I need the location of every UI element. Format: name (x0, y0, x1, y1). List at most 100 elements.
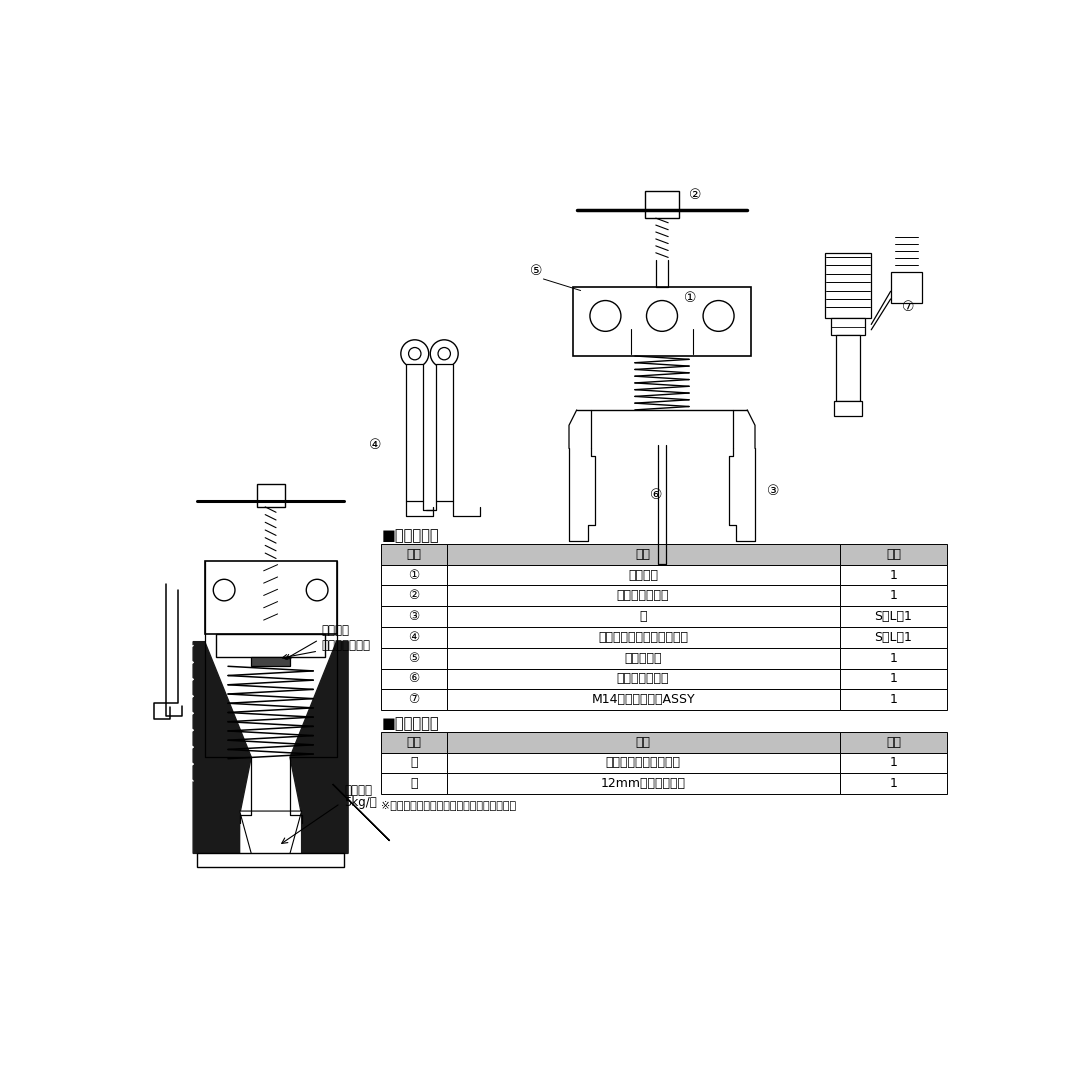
Text: 爪（ダブルスプリング用）: 爪（ダブルスプリング用） (598, 631, 688, 644)
Bar (840, 585, 947, 606)
Bar (216, 634, 325, 657)
Text: ⑤: ⑤ (530, 265, 543, 279)
Bar (381, 606, 446, 627)
Text: ステームシール: ステームシール (282, 639, 370, 659)
Text: ショートエアーノズル: ショートエアーノズル (606, 756, 680, 769)
Polygon shape (240, 811, 301, 863)
Bar (381, 753, 446, 773)
Bar (381, 773, 446, 794)
Bar (381, 732, 446, 753)
Bar (446, 669, 840, 689)
Bar (446, 627, 840, 648)
Bar (406, 364, 423, 501)
Bar (446, 648, 840, 669)
Text: ⑦: ⑦ (408, 693, 420, 706)
Circle shape (590, 300, 621, 332)
Bar (446, 732, 840, 753)
Polygon shape (333, 784, 390, 840)
Bar (446, 585, 840, 606)
Bar (446, 606, 840, 627)
Text: センターボルト: センターボルト (617, 590, 670, 603)
Bar (834, 401, 862, 416)
Bar (381, 627, 446, 648)
Text: ③: ③ (408, 610, 420, 623)
Text: 1: 1 (890, 756, 897, 769)
Text: ③: ③ (767, 484, 779, 498)
Text: ⑫: ⑫ (410, 778, 418, 791)
Bar (446, 565, 840, 585)
Text: ⑤: ⑤ (408, 651, 420, 664)
Circle shape (307, 579, 328, 600)
Text: ブッシュガイド: ブッシュガイド (617, 673, 670, 686)
Bar (205, 561, 337, 634)
Text: ②: ② (408, 590, 420, 603)
Text: 1: 1 (890, 778, 897, 791)
Bar (252, 657, 291, 666)
Text: 品名: 品名 (636, 735, 650, 748)
Bar (825, 253, 872, 319)
Bar (836, 335, 860, 401)
Text: スプリング: スプリング (624, 651, 662, 664)
Bar (381, 585, 446, 606)
Text: ⑥: ⑥ (650, 488, 663, 502)
Text: ※オプションはイラスト表示をしていません: ※オプションはイラスト表示をしていません (381, 800, 516, 810)
Bar (435, 364, 453, 501)
Bar (446, 544, 840, 565)
Text: ホルダー: ホルダー (629, 568, 658, 581)
Bar (840, 565, 947, 585)
Bar (572, 286, 751, 356)
Bar (381, 544, 446, 565)
Text: 1: 1 (890, 693, 897, 706)
Bar (257, 484, 284, 507)
Text: 数量: 数量 (886, 735, 901, 748)
Text: 数量: 数量 (886, 548, 901, 561)
Bar (381, 689, 446, 711)
Bar (840, 648, 947, 669)
Bar (381, 669, 446, 689)
Circle shape (430, 340, 458, 367)
Text: コッター: コッター (286, 624, 349, 659)
Bar (840, 773, 947, 794)
Bar (840, 669, 947, 689)
Polygon shape (291, 642, 348, 853)
Bar (840, 753, 947, 773)
Text: ■オプション: ■オプション (381, 716, 440, 731)
Text: ④: ④ (408, 631, 420, 644)
Bar (840, 627, 947, 648)
Circle shape (401, 340, 429, 367)
Text: 5kg/㎡: 5kg/㎡ (345, 796, 377, 809)
Bar (446, 773, 840, 794)
Text: ■セット内容: ■セット内容 (381, 528, 440, 543)
Circle shape (408, 348, 421, 360)
Bar (831, 319, 865, 335)
Text: エアー圧: エアー圧 (345, 784, 373, 797)
Bar (840, 544, 947, 565)
Text: S・L冄1: S・L冄1 (875, 610, 913, 623)
Text: ⑦: ⑦ (902, 299, 915, 313)
Polygon shape (193, 642, 252, 853)
Text: 1: 1 (890, 651, 897, 664)
Text: ①: ① (684, 292, 697, 305)
Circle shape (438, 348, 450, 360)
Circle shape (703, 300, 734, 332)
Circle shape (647, 300, 677, 332)
Bar (381, 565, 446, 585)
Bar (840, 732, 947, 753)
Text: 品名: 品名 (636, 548, 650, 561)
Bar (840, 606, 947, 627)
Bar (381, 648, 446, 669)
Bar (645, 191, 679, 218)
Bar (446, 753, 840, 773)
Text: ④: ④ (369, 438, 381, 453)
Text: 1: 1 (890, 590, 897, 603)
Text: ⑥: ⑥ (408, 673, 420, 686)
Bar (197, 853, 345, 867)
Text: 部番: 部番 (406, 548, 421, 561)
Text: 1: 1 (890, 673, 897, 686)
Text: ①: ① (408, 568, 420, 581)
Text: M14エアーノズルASSY: M14エアーノズルASSY (591, 693, 694, 706)
Text: 1: 1 (890, 568, 897, 581)
Circle shape (213, 579, 235, 600)
Text: ⑪: ⑪ (410, 756, 418, 769)
Text: ②: ② (689, 188, 702, 202)
